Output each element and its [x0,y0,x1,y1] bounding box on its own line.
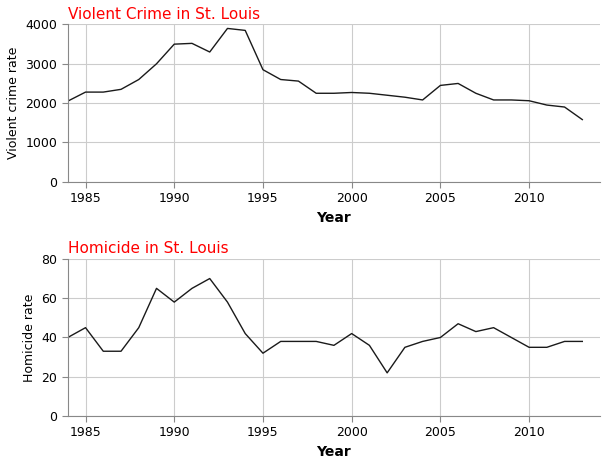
X-axis label: Year: Year [316,211,351,225]
Text: Homicide in St. Louis: Homicide in St. Louis [68,241,228,256]
X-axis label: Year: Year [316,445,351,459]
Y-axis label: Violent crime rate: Violent crime rate [7,47,20,159]
Text: Violent Crime in St. Louis: Violent Crime in St. Louis [68,7,260,22]
Y-axis label: Homicide rate: Homicide rate [23,293,36,382]
